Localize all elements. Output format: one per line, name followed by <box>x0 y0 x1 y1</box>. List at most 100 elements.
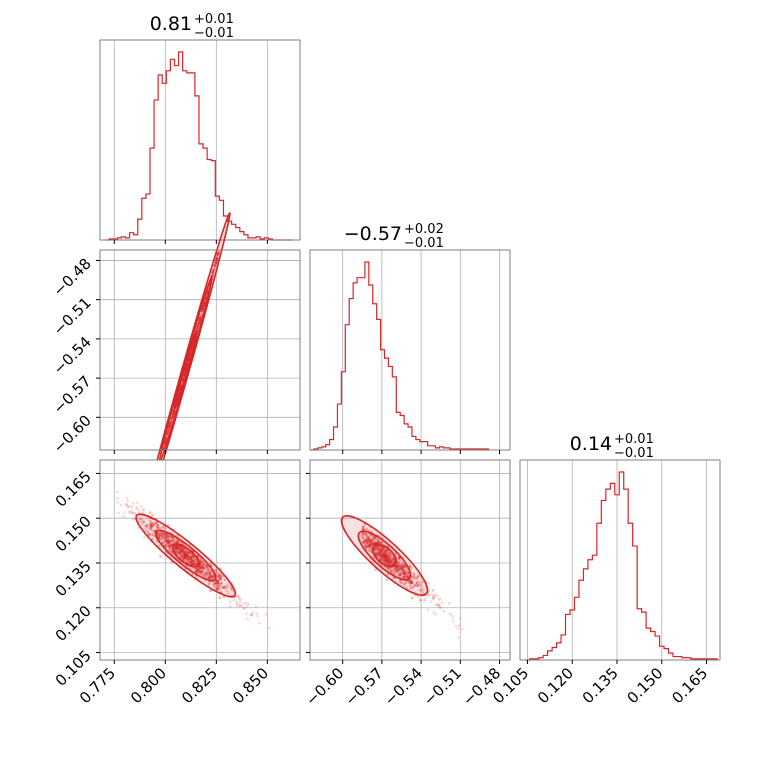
sample-point <box>211 271 215 274</box>
sample-point <box>381 558 384 561</box>
sample-point <box>144 524 147 528</box>
sample-point <box>217 251 221 255</box>
sample-point <box>177 540 181 544</box>
sample-point <box>460 627 464 631</box>
sample-point <box>247 602 251 606</box>
sample-point <box>206 572 209 576</box>
x-axis-0-1 <box>113 450 268 454</box>
sample-point <box>189 560 193 564</box>
sample-point <box>383 550 387 554</box>
sample-point <box>168 426 171 429</box>
sample-point <box>198 319 202 322</box>
sample-point <box>369 542 372 545</box>
sample-point <box>418 588 421 592</box>
x-tick-label: 0.800 <box>127 664 170 707</box>
sample-point <box>250 613 253 617</box>
sample-point <box>439 606 442 610</box>
sample-point <box>165 534 169 537</box>
sample-point <box>409 579 412 583</box>
sample-point <box>191 559 195 562</box>
param-title-1: −0.57 +0.02−0.01 <box>344 222 444 251</box>
histogram-1 <box>310 261 490 451</box>
sample-point <box>199 317 202 320</box>
sample-point <box>201 308 205 311</box>
sample-point <box>216 253 220 256</box>
sample-point <box>197 569 200 573</box>
sample-point <box>377 546 380 550</box>
density-peak <box>183 553 188 558</box>
sample-point <box>149 526 153 530</box>
sample-point <box>240 604 243 608</box>
sample-point <box>196 326 200 329</box>
sample-point <box>170 416 174 420</box>
sample-point <box>409 566 413 570</box>
sample-point <box>159 533 163 536</box>
sample-point <box>186 360 190 363</box>
sample-point <box>167 429 170 432</box>
sample-point <box>251 611 255 614</box>
sample-point <box>379 554 383 557</box>
sample-point <box>216 581 220 585</box>
sample-point <box>157 535 160 538</box>
sample-point <box>426 608 430 611</box>
sample-point <box>130 505 134 509</box>
sample-point <box>374 553 378 556</box>
sample-point <box>182 550 186 554</box>
sample-point <box>164 532 168 536</box>
sample-point <box>418 581 421 585</box>
sample-point <box>175 541 179 545</box>
sample-point <box>199 570 202 573</box>
sample-point <box>199 315 203 319</box>
sample-point <box>187 358 190 362</box>
sample-point <box>402 565 406 568</box>
sample-point <box>166 540 170 544</box>
sample-point <box>171 537 175 540</box>
sample-point <box>226 582 230 585</box>
sample-point <box>368 539 372 543</box>
sample-point <box>216 586 219 590</box>
sample-point <box>388 562 392 566</box>
sample-point <box>186 558 189 561</box>
sample-point <box>361 536 365 540</box>
sample-point <box>176 545 179 548</box>
sample-point <box>397 568 401 571</box>
sample-point <box>215 257 218 260</box>
sample-point <box>418 583 421 587</box>
sample-point <box>217 587 221 591</box>
sample-point <box>399 564 403 568</box>
sample-point <box>413 584 416 588</box>
y-axis-1-2 <box>306 472 310 654</box>
sample-point <box>384 549 388 553</box>
sample-point <box>398 567 402 571</box>
sample-point <box>208 572 211 575</box>
sample-point <box>164 544 167 548</box>
sample-point <box>194 562 197 566</box>
sample-point <box>421 580 425 584</box>
sample-point <box>201 565 204 569</box>
sample-point <box>410 581 413 584</box>
sample-point <box>224 588 228 591</box>
sample-point <box>177 549 181 553</box>
sample-point <box>403 572 407 576</box>
sample-point <box>174 546 178 549</box>
sample-point <box>171 415 175 419</box>
sample-point <box>155 539 159 543</box>
sample-point <box>419 583 422 586</box>
sample-point <box>160 534 164 538</box>
sample-point <box>149 524 153 528</box>
sample-point <box>382 548 386 552</box>
sample-point <box>167 544 170 548</box>
sample-point <box>403 583 406 587</box>
sample-point <box>402 571 406 575</box>
sample-point <box>125 496 129 500</box>
sample-point <box>406 574 409 578</box>
sample-point <box>163 544 166 547</box>
sample-point <box>125 503 128 506</box>
sample-point <box>389 560 393 564</box>
sample-point <box>157 531 161 535</box>
sample-point <box>398 573 402 577</box>
sample-point <box>366 541 369 545</box>
sample-point <box>175 544 178 548</box>
sample-point <box>239 598 242 602</box>
